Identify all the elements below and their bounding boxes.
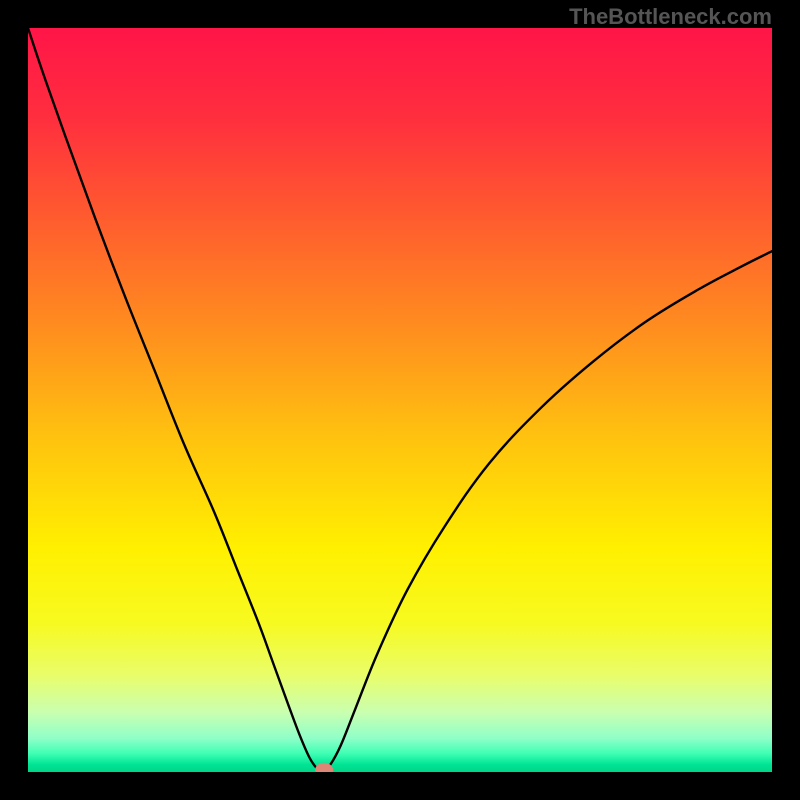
bottleneck-chart: TheBottleneck.com [0,0,800,800]
watermark-text: TheBottleneck.com [569,4,772,30]
plot-area [28,28,772,772]
optimum-marker [28,28,772,772]
